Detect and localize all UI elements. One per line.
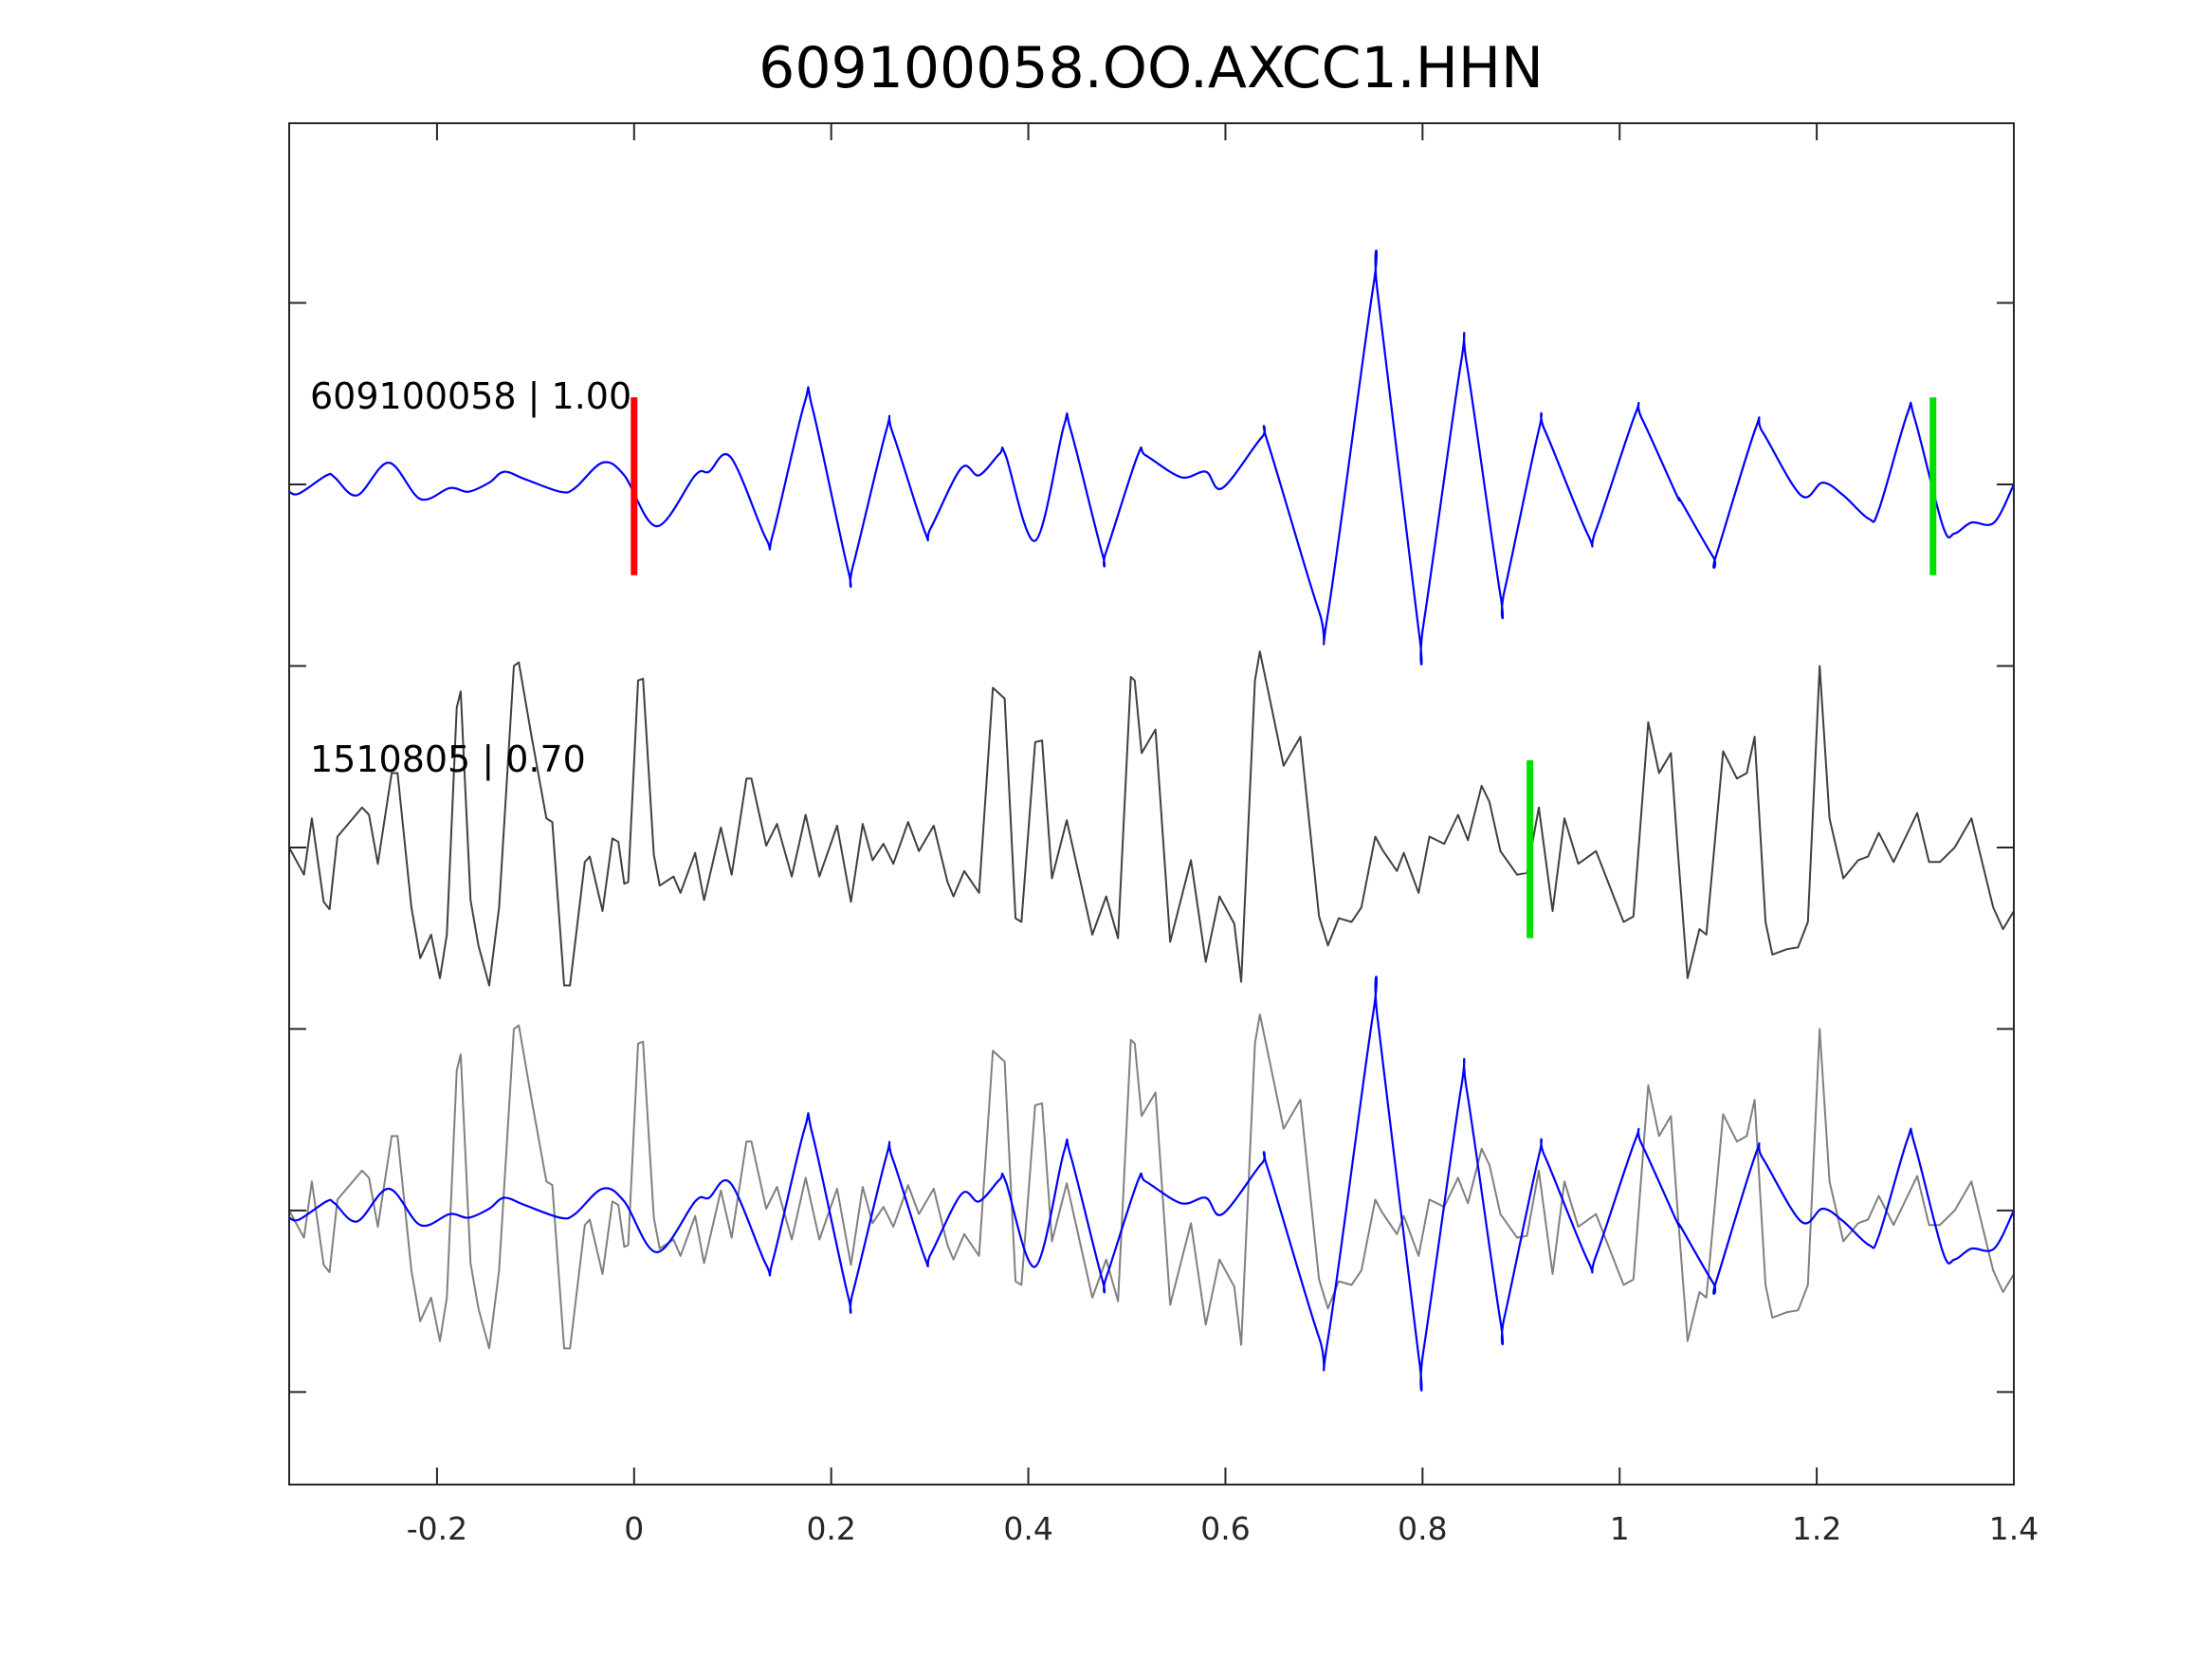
trace-label-candidate: 1510805 | 0.70: [310, 738, 586, 781]
trace-label-template: 609100058 | 1.00: [310, 375, 631, 418]
axes-box: [288, 122, 2015, 1486]
overlay-candidate-trace: [288, 1013, 2015, 1350]
candidate-trace: [288, 650, 2015, 987]
plot-area: [288, 249, 2015, 1392]
x-tick-label: 0: [624, 1510, 644, 1547]
x-tick-label: 1: [1610, 1510, 1630, 1547]
x-tick-label: 0.2: [806, 1510, 855, 1547]
template-trace: [288, 249, 2015, 665]
chart-title: 609100058.OO.AXCC1.HHN: [759, 35, 1544, 101]
axis-ticks: -0.2 0 0.2 0.4 0.6 0.8 1 1.2 1.4: [289, 123, 2038, 1547]
x-tick-label: -0.2: [407, 1510, 467, 1547]
x-tick-label: 1.2: [1792, 1510, 1841, 1547]
overlay-template-trace: [288, 975, 2015, 1392]
x-tick-label: 0.6: [1200, 1510, 1250, 1547]
x-tick-label: 0.8: [1398, 1510, 1447, 1547]
x-tick-label: 0.4: [1003, 1510, 1052, 1547]
x-tick-label: 1.4: [1989, 1510, 2038, 1547]
